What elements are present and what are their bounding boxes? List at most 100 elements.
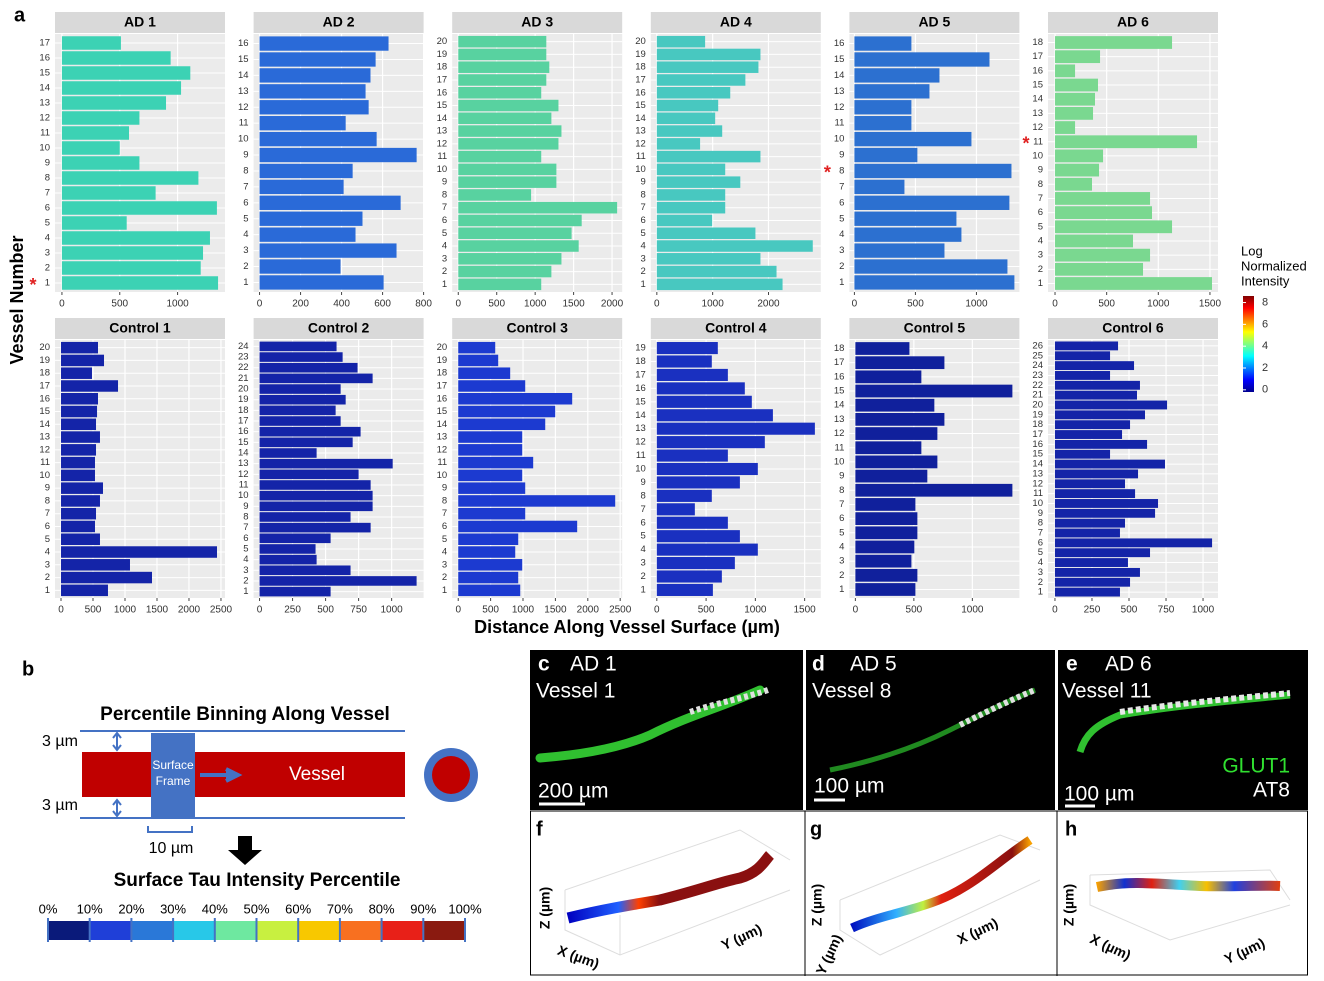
y-tick-label: 1	[839, 277, 844, 288]
y-tick-label: 3	[243, 565, 248, 576]
y-tick-label: 4	[243, 554, 248, 565]
bar	[855, 470, 927, 483]
bar	[657, 584, 713, 596]
y-tick-label: 1	[442, 279, 447, 290]
y-tick-label: 13	[437, 432, 448, 443]
y-tick-label: 16	[39, 393, 50, 404]
bar	[855, 356, 944, 369]
y-tick-label: 5	[641, 228, 646, 239]
y-tick-label: 9	[641, 177, 646, 188]
y-tick-label: 5	[839, 213, 844, 224]
dimension-label: 10 µm	[149, 840, 194, 857]
bar	[855, 583, 915, 596]
bar	[458, 559, 522, 570]
bar	[260, 164, 353, 178]
y-tick-label: 2	[641, 571, 646, 582]
bar	[657, 61, 759, 72]
y-tick-label: 12	[238, 102, 249, 113]
bar	[61, 419, 96, 430]
x-tick-label: 2500	[609, 605, 632, 616]
percentile-label: 20%	[118, 901, 144, 916]
x-tick-label: 800	[415, 299, 432, 310]
y-tick-label: 7	[243, 181, 248, 192]
y-tick-label: 9	[243, 150, 248, 161]
x-tick-label: 400	[333, 299, 350, 310]
y-tick-label: 6	[839, 513, 844, 524]
bar	[458, 457, 533, 468]
bar	[1055, 277, 1212, 290]
y-tick-label: 3	[243, 245, 248, 256]
x-tick-label: 500	[698, 605, 715, 616]
bar	[1055, 578, 1130, 587]
y-tick-label: 3	[641, 558, 646, 569]
scale-title: Surface Tau Intensity Percentile	[114, 870, 401, 891]
bar	[458, 444, 522, 455]
vessel-3d	[568, 855, 770, 918]
y-tick-label: 12	[437, 444, 448, 455]
bar	[458, 74, 546, 85]
y-tick-label: 12	[39, 113, 50, 124]
y-tick-label: 16	[238, 38, 249, 49]
y-tick-label: 8	[45, 495, 50, 506]
bar	[458, 534, 518, 545]
bar	[657, 382, 745, 394]
bar	[657, 530, 740, 542]
x-tick-label: 1000	[512, 605, 535, 616]
y-tick-label: 8	[45, 173, 50, 184]
bar	[260, 416, 341, 426]
y-tick-label: 11	[636, 450, 646, 461]
x-tick-label: 0	[1052, 605, 1058, 616]
y-tick-label: 14	[238, 448, 249, 459]
y-tick-label: 4	[442, 547, 447, 558]
bar	[260, 555, 317, 565]
percentile-label: 60%	[285, 901, 311, 916]
percentile-swatch	[298, 921, 340, 940]
x-tick-label: 0	[58, 605, 64, 616]
y-tick-label: 8	[243, 165, 248, 176]
bar	[854, 52, 989, 66]
y-tick-label: 16	[437, 393, 448, 404]
axis-label-3d: X (µm)	[955, 914, 1001, 947]
y-tick-label: 14	[39, 419, 50, 430]
y-tick-label: 2	[45, 572, 50, 583]
bar	[458, 113, 551, 124]
bar	[260, 148, 417, 162]
y-tick-label: 4	[243, 229, 248, 240]
bar	[657, 202, 725, 213]
y-tick-label: 12	[1032, 122, 1043, 133]
bar	[657, 517, 728, 529]
bar	[657, 164, 725, 175]
y-tick-label: 5	[1038, 221, 1043, 232]
y-tick-label: 11	[1033, 136, 1043, 147]
y-tick-label: 11	[239, 480, 249, 491]
bar	[657, 125, 722, 136]
y-tick-label: 14	[834, 400, 845, 411]
bar	[657, 409, 773, 421]
bar	[657, 396, 752, 408]
panel-title: AD 4	[720, 14, 752, 30]
y-tick-label: 16	[437, 87, 448, 98]
bar	[657, 342, 718, 354]
bar	[657, 176, 740, 187]
bar	[458, 355, 498, 366]
bar	[62, 81, 181, 95]
bar	[458, 240, 578, 251]
bar	[62, 201, 217, 215]
x-tick-label: 500	[1098, 299, 1115, 310]
y-tick-label: 16	[238, 426, 249, 437]
y-tick-label: 9	[839, 150, 844, 161]
bar	[1055, 479, 1125, 488]
y-tick-label: 13	[834, 414, 845, 425]
y-tick-label: 10	[238, 490, 249, 501]
bar	[1055, 36, 1172, 49]
bar	[657, 279, 783, 290]
bar	[62, 126, 129, 140]
bar	[1055, 499, 1158, 508]
y-tick-label: 2	[442, 572, 447, 583]
y-tick-label: 3	[442, 559, 447, 570]
y-tick-label: 2	[1038, 264, 1043, 275]
y-tick-label: 18	[635, 62, 646, 73]
y-tick-label: 15	[238, 54, 249, 65]
axis-label-3d: Z (µm)	[1061, 884, 1077, 926]
bar	[854, 212, 956, 226]
